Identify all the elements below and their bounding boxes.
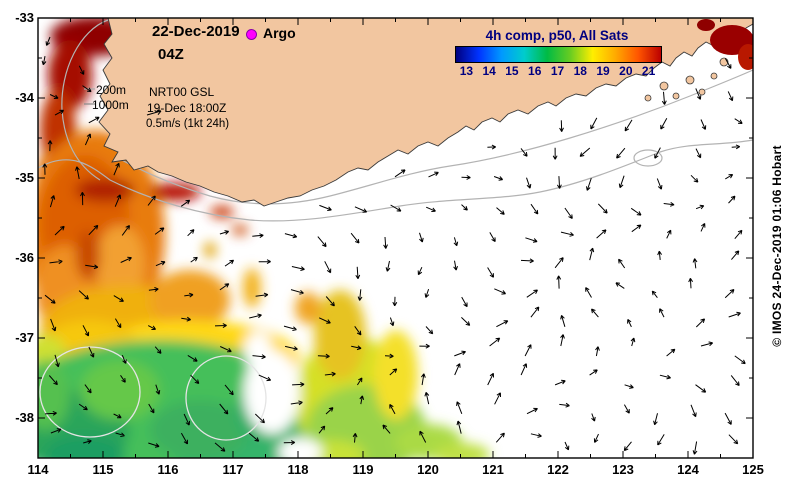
ssh-contour-loops: [39, 346, 267, 441]
plot-frame: [37, 17, 754, 459]
bathymetry-contours: [38, 19, 753, 222]
sst-field: [38, 18, 490, 458]
scale-arrow-icon: [146, 109, 162, 116]
land-australia: [98, 18, 753, 207]
sst-warm-patch-topright: [697, 19, 753, 70]
current-vectors: [41, 36, 746, 455]
current-vector-arrows: [41, 36, 746, 455]
